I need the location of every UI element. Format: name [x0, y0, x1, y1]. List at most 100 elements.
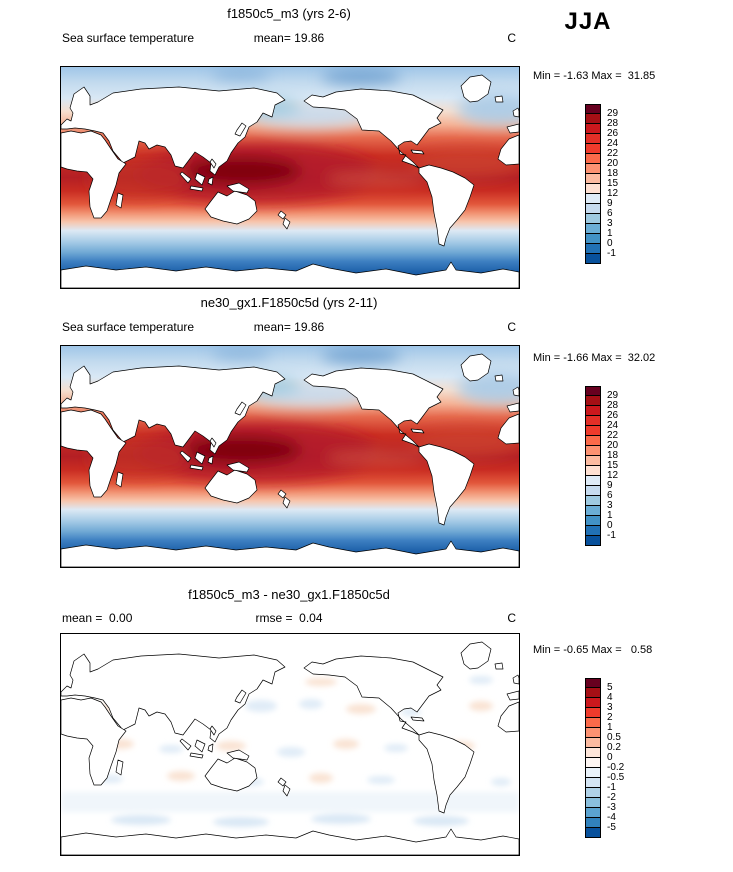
colorbar-tick: 26: [607, 128, 619, 139]
difference-map: [61, 634, 519, 855]
colorbar-segment: [585, 828, 601, 838]
colorbar-tick: 0: [607, 752, 613, 763]
colorbar-tick: 0: [607, 238, 613, 249]
colorbar-tick: 12: [607, 188, 619, 199]
colorbar-tick: 0.5: [607, 732, 621, 743]
colorbar-segment: [585, 536, 601, 546]
colorbar-tick: 29: [607, 390, 619, 401]
panel1-legend-block: Min = -1.63 Max = 31.85 29 28 26 24 22 20 18 15…: [533, 70, 729, 264]
colorbar-segment: [585, 224, 601, 234]
colorbar-tick: 29: [607, 108, 619, 119]
colorbar-segment: [585, 768, 601, 778]
sst-map-model1: [61, 67, 519, 288]
panel1-units-label: C: [507, 31, 516, 45]
colorbar-tick: 26: [607, 410, 619, 421]
colorbar-segment: [585, 708, 601, 718]
colorbar-tick: -1: [607, 782, 616, 793]
colorbar-segment: [585, 818, 601, 828]
colorbar-tick: 15: [607, 460, 619, 471]
colorbar-tick: 3: [607, 218, 613, 229]
colorbar-tick: 3: [607, 500, 613, 511]
colorbar-segment: [585, 688, 601, 698]
colorbar-tick: 1: [607, 510, 613, 521]
colorbar-segment: [585, 234, 601, 244]
colorbar-segment: [585, 194, 601, 204]
panel2-colorbar: 29 28 26 24 22 20 18 15 12 9 6 3 1 0 -1: [585, 386, 618, 546]
colorbar-tick: 28: [607, 118, 619, 129]
colorbar-segment: [585, 738, 601, 748]
colorbar-tick: -1: [607, 248, 616, 259]
colorbar-tick: 22: [607, 148, 619, 159]
colorbar-segment: [585, 134, 601, 144]
colorbar-segment: [585, 748, 601, 758]
colorbar-segment: [585, 436, 601, 446]
colorbar-segment: [585, 104, 601, 114]
panel2-minmax-label: Min = -1.66 Max = 32.02: [533, 352, 656, 364]
colorbar-segment: [585, 184, 601, 194]
panel2-title: ne30_gx1.F1850c5d (yrs 2-11): [200, 295, 378, 310]
colorbar-tick: 1: [607, 722, 613, 733]
colorbar-segment: [585, 808, 601, 818]
colorbar-segment: [585, 698, 601, 708]
colorbar-segment: [585, 204, 601, 214]
colorbar-segment: [585, 496, 601, 506]
panel2-legend-block: Min = -1.66 Max = 32.02 29 28 26 24 22 20 18 15…: [533, 352, 729, 546]
colorbar-segment: [585, 798, 601, 808]
colorbar-segment: [585, 254, 601, 264]
panel2-variable-label: Sea surface temperature: [62, 320, 195, 334]
colorbar-tick: 0: [607, 520, 613, 531]
colorbar-segment: [585, 678, 601, 688]
colorbar-segment: [585, 758, 601, 768]
panel2-mean-label: mean= 19.86: [253, 320, 325, 334]
colorbar-tick: 15: [607, 178, 619, 189]
colorbar-segment: [585, 144, 601, 154]
colorbar-tick: -0.5: [607, 772, 625, 783]
colorbar-segment: [585, 516, 601, 526]
colorbar-tick: 24: [607, 420, 619, 431]
sst-map-model2: [61, 346, 519, 567]
colorbar-segment: [585, 486, 601, 496]
colorbar-segment: [585, 728, 601, 738]
colorbar-segment: [585, 174, 601, 184]
colorbar-segment: [585, 456, 601, 466]
colorbar-segment: [585, 244, 601, 254]
colorbar-segment: [585, 114, 601, 124]
colorbar-segment: [585, 446, 601, 456]
colorbar-tick: 22: [607, 430, 619, 441]
colorbar-segment: [585, 788, 601, 798]
colorbar-segment: [585, 476, 601, 486]
panel1-info-row: Sea surface temperature mean= 19.86 C: [60, 31, 518, 45]
season-label: JJA: [564, 8, 612, 35]
panel1-title: f1850c5_m3 (yrs 2-6): [227, 6, 351, 21]
panel3-minmax-label: Min = -0.65 Max = 0.58: [533, 644, 653, 656]
panel1-minmax-label: Min = -1.63 Max = 31.85: [533, 70, 656, 82]
colorbar-segment: [585, 154, 601, 164]
colorbar-segment: [585, 416, 601, 426]
panel3-mean-label: mean = 0.00: [62, 611, 133, 625]
colorbar-tick: -4: [607, 812, 616, 823]
panel2-map: [60, 345, 520, 568]
panel3-title: f1850c5_m3 - ne30_gx1.F1850c5d: [188, 587, 390, 602]
colorbar-tick: -2: [607, 792, 616, 803]
colorbar-tick: 9: [607, 198, 613, 209]
colorbar-segment: [585, 426, 601, 436]
colorbar-tick: 0.2: [607, 742, 621, 753]
colorbar-segment: [585, 526, 601, 536]
colorbar-segment: [585, 406, 601, 416]
panel3-map: [60, 633, 520, 856]
panel3-legend-block: Min = -0.65 Max = 0.58 5 4 3 2 1 0.5 0.2 0 -0.2-…: [533, 644, 729, 838]
colorbar-segment: [585, 396, 601, 406]
colorbar-tick: -3: [607, 802, 616, 813]
panel2-units-label: C: [507, 320, 516, 334]
colorbar-segment: [585, 164, 601, 174]
panel3-colorbar: 5 4 3 2 1 0.5 0.2 0 -0.2 -0.5 -1 -2 -3 -4 -5: [585, 678, 624, 838]
colorbar-tick: 18: [607, 450, 619, 461]
colorbar-segment: [585, 124, 601, 134]
colorbar-segment: [585, 214, 601, 224]
colorbar-tick: -5: [607, 822, 616, 833]
panel3-units-label: C: [507, 611, 516, 625]
panel3-rmse-label: rmse = 0.04: [255, 611, 323, 625]
panel2-info-row: Sea surface temperature mean= 19.86 C: [60, 320, 518, 334]
panel1-map: [60, 66, 520, 289]
